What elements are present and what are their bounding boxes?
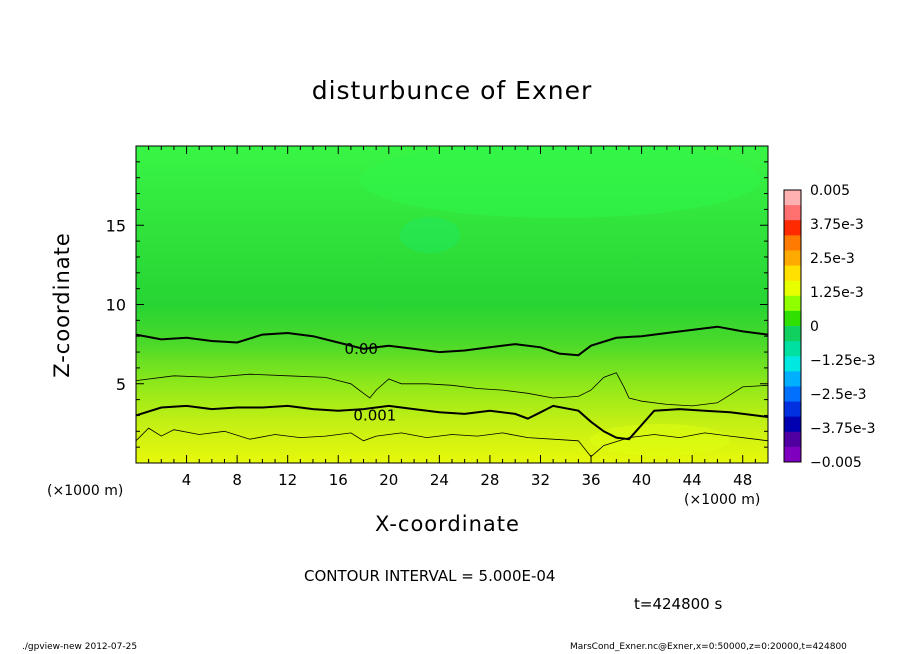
x-axis-unit-right: (×1000 m) bbox=[684, 492, 761, 508]
footer-program-date: ./gpview-new 2012-07-25 bbox=[22, 642, 138, 652]
colorbar-label: −1.25e-3 bbox=[810, 353, 875, 369]
colorbar-swatch bbox=[784, 416, 801, 433]
colorbar-label: −0.005 bbox=[810, 455, 862, 471]
colorbar-label: 2.5e-3 bbox=[810, 251, 855, 267]
colorbar-swatch bbox=[784, 250, 801, 267]
time-label: t=424800 s bbox=[634, 595, 723, 613]
contour-label: 0.00 bbox=[345, 340, 378, 358]
x-tick-label: 36 bbox=[581, 471, 600, 489]
colorbar-swatch bbox=[784, 190, 801, 206]
colorbar-swatch bbox=[784, 341, 801, 357]
colorbar-label: −2.5e-3 bbox=[810, 387, 867, 403]
x-tick-label: 16 bbox=[329, 471, 348, 489]
colorbar-swatch bbox=[784, 431, 801, 448]
y-tick-label: 5 bbox=[116, 375, 126, 394]
x-axis-label: X-coordinate bbox=[375, 512, 520, 536]
field-patch-upper bbox=[360, 146, 760, 218]
colorbar-swatch bbox=[784, 386, 801, 403]
contour-line-1e-3 bbox=[136, 404, 768, 441]
x-tick-label: 48 bbox=[733, 471, 752, 489]
x-tick-label: 12 bbox=[278, 471, 297, 489]
contour-line-1.5e-3 bbox=[136, 427, 768, 458]
contour-line-0 bbox=[136, 325, 768, 357]
x-tick-label: 24 bbox=[430, 471, 449, 489]
x-tick-label: 32 bbox=[531, 471, 550, 489]
field-patch-mid bbox=[400, 217, 460, 253]
plot-area bbox=[136, 146, 768, 463]
x-tick-label: 40 bbox=[632, 471, 651, 489]
chart-title: disturbunce of Exner bbox=[311, 76, 593, 105]
contour-interval-text: CONTOUR INTERVAL = 5.000E-04 bbox=[304, 567, 556, 585]
x-tick-label: 20 bbox=[379, 471, 398, 489]
colorbar-swatch bbox=[784, 280, 801, 297]
footer-data-source: MarsCond_Exner.nc@Exner,x=0:50000,z=0:20… bbox=[570, 642, 847, 652]
y-tick-label: 15 bbox=[106, 216, 126, 235]
colorbar-swatch bbox=[784, 220, 801, 236]
colorbar-label: 0 bbox=[810, 319, 819, 335]
x-tick-label: 28 bbox=[480, 471, 499, 489]
colorbar-label: 1.25e-3 bbox=[810, 285, 864, 301]
colorbar-swatch bbox=[784, 205, 801, 221]
colorbar-label: −3.75e-3 bbox=[810, 421, 875, 437]
y-tick-label: 10 bbox=[106, 296, 126, 315]
colorbar-swatch bbox=[784, 295, 801, 312]
x-tick-label: 8 bbox=[232, 471, 242, 489]
colorbar-label: 0.005 bbox=[810, 183, 850, 199]
colorbar-swatch bbox=[784, 326, 801, 342]
field-patch-lower bbox=[590, 424, 730, 456]
colorbar-swatch bbox=[784, 401, 801, 418]
colorbar-swatch bbox=[784, 310, 801, 327]
x-axis-unit-left: (×1000 m) bbox=[47, 483, 124, 499]
contour-label: 0.001 bbox=[353, 406, 396, 424]
colorbar-frame bbox=[783, 189, 802, 463]
colorbar-swatch bbox=[784, 371, 801, 387]
colorbar-swatch bbox=[784, 235, 801, 251]
colorbar-label: 3.75e-3 bbox=[810, 217, 864, 233]
x-tick-label: 44 bbox=[683, 471, 702, 489]
x-tick-label: 4 bbox=[182, 471, 192, 489]
y-axis-label: Z-coordinate bbox=[50, 232, 74, 378]
colorbar-swatch bbox=[784, 265, 801, 282]
colorbar-swatch bbox=[784, 446, 801, 463]
colorbar-swatch bbox=[784, 356, 801, 372]
contour-line-5e-4 bbox=[136, 372, 768, 407]
